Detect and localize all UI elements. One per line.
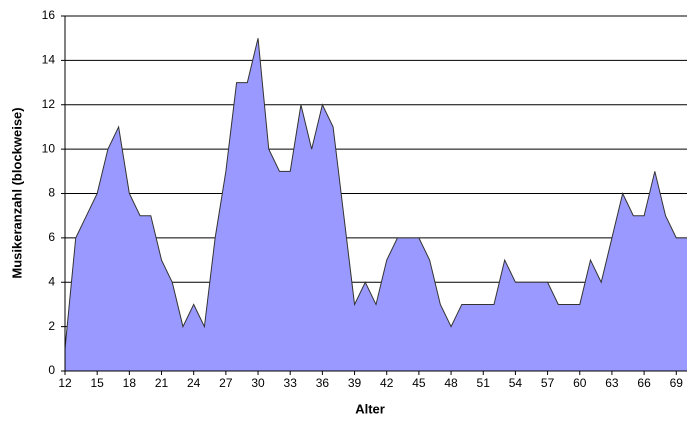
x-tick-label: 15 <box>90 376 104 390</box>
y-tick-label: 4 <box>48 274 55 288</box>
x-tick-label: 63 <box>605 376 619 390</box>
area-fill <box>65 38 687 371</box>
x-tick-label: 18 <box>123 376 137 390</box>
x-tick-label: 57 <box>541 376 555 390</box>
y-tick-label: 6 <box>48 230 55 244</box>
x-tick-label: 30 <box>251 376 265 390</box>
y-tick-label: 0 <box>48 363 55 377</box>
y-tick-label: 10 <box>42 141 56 155</box>
x-axis-title: Alter <box>355 401 385 416</box>
x-tick-label: 42 <box>380 376 394 390</box>
y-tick-label: 14 <box>42 53 56 67</box>
x-tick-label: 45 <box>412 376 426 390</box>
x-tick-label: 69 <box>670 376 684 390</box>
x-tick-label: 39 <box>348 376 362 390</box>
y-tick-label: 12 <box>42 97 56 111</box>
x-tick-label: 51 <box>477 376 491 390</box>
y-tick-label: 8 <box>48 186 55 200</box>
x-tick-label: 48 <box>444 376 458 390</box>
x-tick-label: 21 <box>155 376 169 390</box>
x-tick-label: 60 <box>573 376 587 390</box>
y-tick-label: 16 <box>42 8 56 22</box>
y-tick-label: 2 <box>48 319 55 333</box>
area-line <box>64 38 687 349</box>
x-tick-label: 36 <box>316 376 330 390</box>
x-tick-label: 24 <box>187 376 201 390</box>
x-tick-label: 66 <box>637 376 651 390</box>
x-tick-label: 54 <box>509 376 523 390</box>
x-tick-label: 33 <box>284 376 298 390</box>
x-tick-label: 12 <box>58 376 72 390</box>
x-tick-label: 27 <box>219 376 233 390</box>
y-axis-title: Musikeranzahl (blockweise) <box>9 107 24 278</box>
